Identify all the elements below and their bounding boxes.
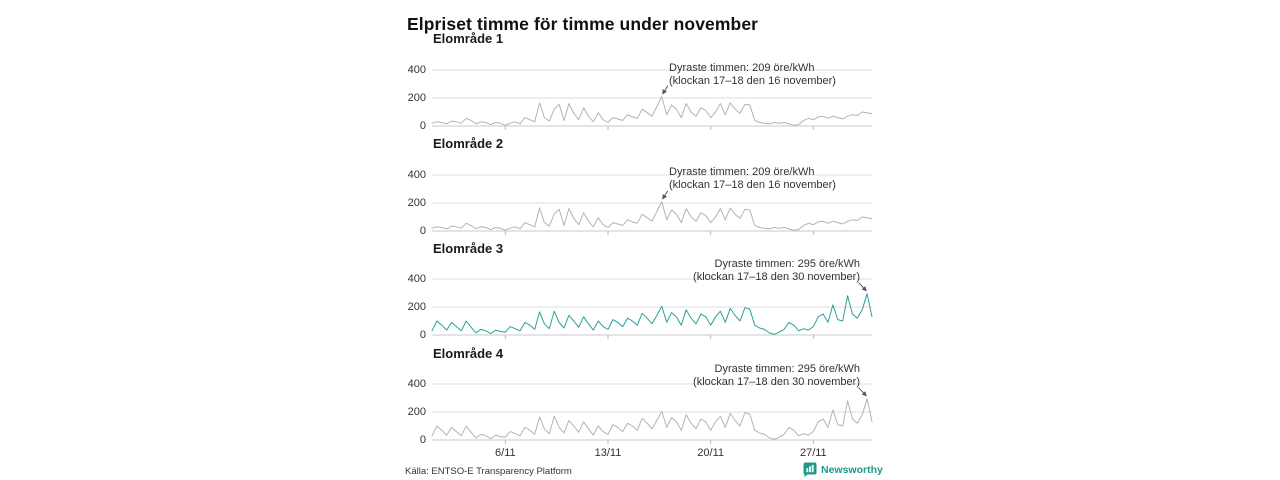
peak-annotation: Dyraste timmen: 295 öre/kWh (klockan 17–1… [693,363,860,388]
peak-annotation-line2: (klockan 17–18 den 30 november) [693,375,860,388]
peak-annotation-line1: Dyraste timmen: 295 öre/kWh [714,363,861,375]
y-axis-tick-label: 400 [407,64,426,76]
line-chart-elomrade-4 [431,383,873,444]
price-line [431,398,873,440]
y-axis-tick-label: 0 [419,120,426,132]
x-axis-tick-label: 6/11 [495,447,516,459]
price-line [431,293,873,335]
y-axis-tick-label: 0 [419,225,426,237]
panel-title-elomrade-3: Elområde 3 [433,241,504,256]
source-credit: Källa: ENTSO-E Transparency Platform [405,466,572,477]
brand-logo: Newsworthy [803,462,883,477]
y-axis-tick-label: 200 [407,197,426,209]
peak-annotation-line2: (klockan 17–18 den 16 november) [669,74,836,87]
page-title: Elpriset timme för timme under november [407,13,759,34]
peak-annotation-line1: Dyraste timmen: 295 öre/kWh [714,258,861,270]
y-axis-tick-label: 200 [407,301,426,313]
price-line [431,201,873,231]
peak-annotation: Dyraste timmen: 209 öre/kWh (klockan 17–1… [669,62,836,87]
y-axis-tick-label: 400 [407,169,426,181]
annotation-arrow [662,85,669,95]
price-line [431,96,873,126]
annotation-arrow [858,282,867,292]
brand-name: Newsworthy [821,463,883,476]
peak-annotation-line1: Dyraste timmen: 209 öre/kWh [669,62,815,74]
line-chart-elomrade-1 [431,69,873,130]
speech-bubble-bar-chart-icon [803,462,817,477]
y-axis-tick-label: 0 [419,329,426,341]
x-axis-tick-label: 13/11 [594,447,622,459]
y-axis-tick-label: 200 [407,92,426,104]
annotation-arrow [858,387,867,397]
x-axis-tick-label: 20/11 [697,447,725,459]
y-axis-tick-label: 400 [407,273,426,285]
peak-annotation-line2: (klockan 17–18 den 16 november) [669,178,836,191]
annotation-arrow [662,190,669,200]
y-axis-tick-label: 400 [407,378,426,390]
y-axis-tick-label: 0 [419,434,426,446]
peak-annotation-line2: (klockan 17–18 den 30 november) [693,270,860,283]
x-axis-tick-label: 27/11 [799,447,827,459]
panel-title-elomrade-4: Elområde 4 [433,346,504,361]
line-chart-elomrade-3 [431,278,873,339]
peak-annotation-line1: Dyraste timmen: 209 öre/kWh [669,166,815,178]
panel-title-elomrade-1: Elområde 1 [433,31,504,46]
peak-annotation: Dyraste timmen: 209 öre/kWh (klockan 17–1… [669,166,836,191]
y-axis-tick-label: 200 [407,406,426,418]
peak-annotation: Dyraste timmen: 295 öre/kWh (klockan 17–1… [693,258,860,283]
line-chart-elomrade-2 [431,174,873,235]
panel-title-elomrade-2: Elområde 2 [433,136,504,151]
